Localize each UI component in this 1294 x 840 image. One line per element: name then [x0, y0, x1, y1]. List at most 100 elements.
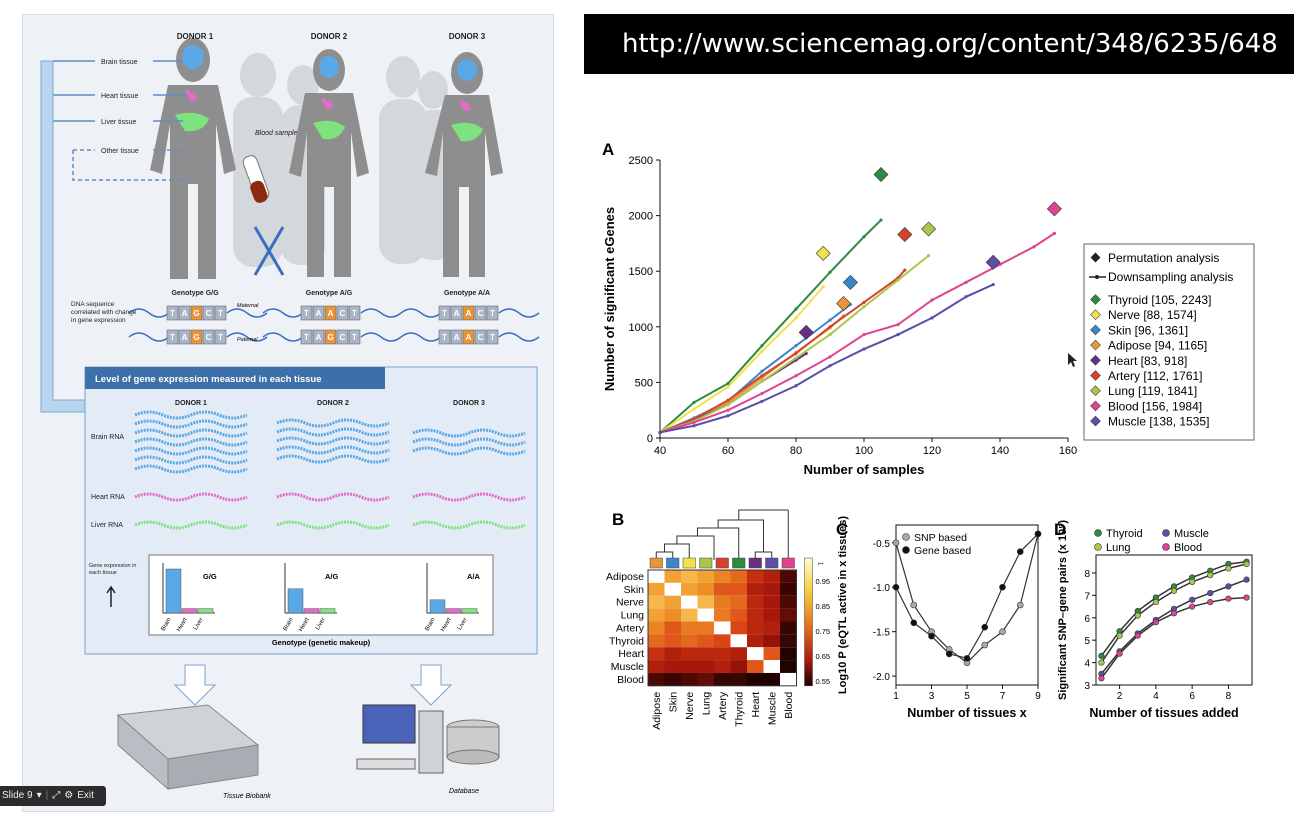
liver-expression-bar [461, 608, 478, 614]
slide-number-label[interactable]: Slide 9 [2, 790, 33, 801]
panel-a-point [794, 351, 798, 356]
brain-expression-bar [429, 599, 446, 614]
panel-a-permutation-marker [1046, 201, 1062, 217]
dna-base-box [474, 305, 487, 321]
panel-d-legend-label: Muscle [1174, 528, 1209, 540]
panel-b-heat-cell [747, 570, 764, 583]
panel-d-legend-marker [1162, 543, 1170, 551]
panel-a-point [927, 254, 931, 258]
panel-d-point [1243, 594, 1250, 601]
panel-a-point [862, 347, 866, 351]
panel-b-heat-cell [681, 582, 698, 596]
panel-d-point [1116, 650, 1123, 657]
dna-base-letter: C [206, 333, 212, 342]
permutation-key-label: Permutation analysis [1108, 251, 1219, 265]
panel-d-point [1134, 632, 1141, 639]
panel-d-y-tick-label: 3 [1084, 681, 1090, 692]
panel-b-heat-cell [763, 647, 780, 661]
dna-base-box [166, 305, 179, 321]
dna-base-box [202, 305, 215, 321]
heart-expression-bar [181, 608, 198, 614]
genotype-gg-label: Genotype G/G [171, 290, 219, 297]
panel-d-point [1134, 612, 1141, 619]
brain-rna-strand [276, 436, 390, 446]
brain-rna-strand [134, 455, 248, 465]
panel-b-heat-cell [681, 672, 698, 686]
panel-b-heat-cell [730, 634, 747, 648]
brain-rna-strand [276, 418, 390, 428]
panel-b-scale-tick: 0.65 [816, 652, 831, 661]
panel-d-y-tick-label: 5 [1084, 636, 1090, 647]
liver-expression-bar [319, 608, 336, 614]
exit-button[interactable]: Exit [77, 790, 94, 801]
panel-b-heat-cell [681, 647, 698, 661]
dna-base-box [166, 329, 179, 345]
panel-a-point [692, 407, 696, 411]
dna-base-box [438, 329, 451, 345]
panel-a-point [964, 295, 968, 299]
brain-rna-strand [134, 464, 248, 474]
panel-b-heat-cell [730, 582, 747, 596]
panel-b-heat-cell [664, 582, 681, 596]
panel-b-heat-cell [714, 634, 731, 648]
url-banner[interactable]: http://www.sciencemag.org/content/348/62… [584, 14, 1294, 74]
fit-screen-icon[interactable]: ⤢ [52, 790, 61, 801]
panel-d-ylabel: Significant SNP–gene pairs (x 10⁵) [1057, 520, 1069, 700]
panel-b-heat-cell [648, 595, 665, 609]
panel-d-point [1152, 619, 1159, 626]
panel-a-point [760, 399, 764, 403]
legend-swatch [1090, 400, 1101, 412]
panel-b-scale-tick: 0.95 [816, 577, 831, 586]
panel-d-point [1243, 560, 1250, 568]
panel-a-permutation-marker [897, 227, 913, 242]
panel-b-tissue-color-key [649, 557, 663, 569]
panel-c-point [892, 539, 900, 547]
panel-b-heat-cell [747, 660, 764, 673]
panel-b-heat-cell [664, 634, 681, 648]
dna-base-letter: G [327, 333, 333, 342]
panel-a-point [760, 344, 764, 348]
slide-dropdown-icon[interactable]: ▾ [36, 790, 42, 801]
panel-c-letter: C [836, 520, 848, 539]
dna-base-letter: A [454, 333, 460, 342]
other-tissue-label: Other tissue [101, 148, 139, 155]
panel-d-legend-marker [1094, 529, 1102, 537]
panel-b-heat-cell [714, 595, 731, 609]
brain-rna-strand [134, 428, 248, 438]
panel-c-y-tick-label: -2.0 [873, 672, 891, 683]
brain-rna-strand [134, 437, 248, 447]
panel-a-point [726, 385, 730, 389]
panel-c-point [910, 601, 918, 609]
liver-rna-strand [276, 520, 390, 530]
dna-base-letter: A [182, 309, 188, 318]
legend-swatch [1090, 339, 1101, 351]
panel-b-letter: B [612, 510, 624, 529]
panel-a-point [862, 235, 866, 239]
panel-a-point [726, 398, 730, 402]
panel-a-point [692, 420, 696, 425]
panel-b-heat-cell [747, 672, 764, 686]
dna-base-letter: A [316, 309, 322, 318]
panel-d-y-tick-label: 7 [1084, 591, 1090, 602]
panel-b-heat-cell [730, 595, 747, 609]
panel-b-heat-cell [664, 647, 681, 661]
panel-a-point [930, 316, 934, 320]
heart-expression-bar [303, 608, 320, 614]
dna-helix [128, 332, 170, 342]
panel-donor-3-label: DONOR 3 [453, 400, 485, 407]
mouse-cursor-icon [1068, 353, 1077, 367]
panel-d-x-tick-label: 2 [1117, 691, 1123, 702]
liver-rna-label: Liver RNA [91, 522, 123, 529]
panel-a-point [862, 332, 866, 337]
panel-a-point [794, 316, 798, 320]
panel-a-y-tick-label: 1000 [629, 322, 653, 334]
dna-base-box [178, 305, 191, 321]
panel-c-x-tick-label: 5 [964, 691, 970, 702]
panel-a-point [692, 424, 696, 428]
panel-c-x-tick-label: 7 [1000, 691, 1006, 702]
panel-b-heat-cell [780, 582, 797, 596]
gear-icon[interactable]: ⚙ [64, 790, 74, 801]
panel-a-permutation-marker [921, 221, 937, 237]
panel-b-tissue-color-key [748, 557, 762, 569]
panel-a-x-tick-label: 80 [790, 445, 802, 457]
